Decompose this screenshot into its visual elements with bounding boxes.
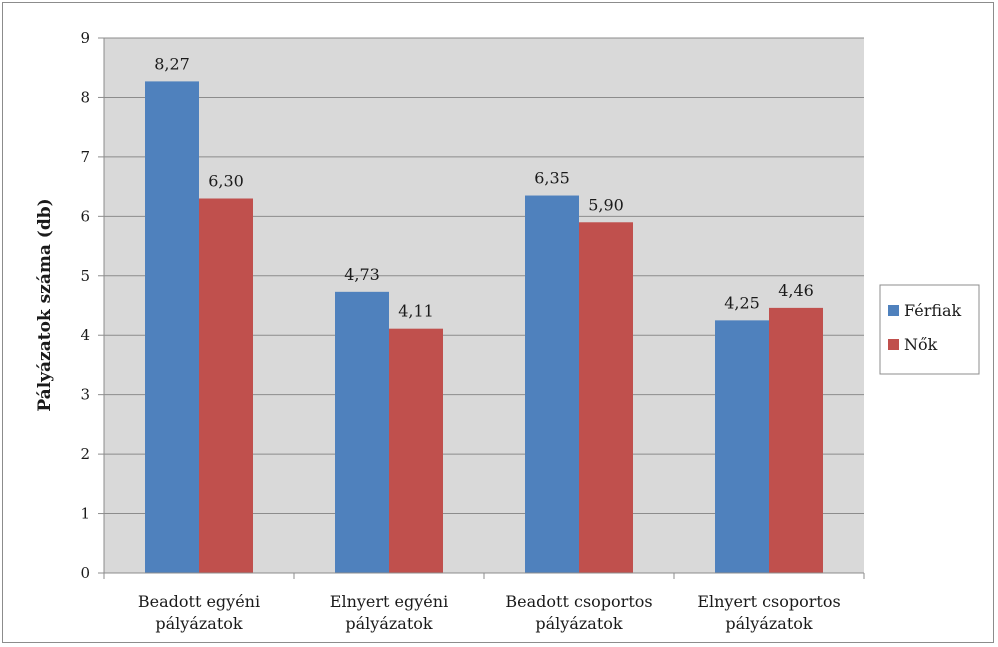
y-tick-label: 7 [80,148,90,166]
data-labels: 8,27 6,30 4,73 4,11 6,35 5,90 4,25 4,46 [154,54,814,320]
data-label: 4,73 [344,265,380,284]
y-tick-label: 2 [80,445,90,463]
y-tick-label: 3 [80,386,90,404]
data-label: 8,27 [154,54,190,73]
legend-label: Férfiak [904,301,962,320]
y-tick-label: 8 [80,88,90,106]
y-tick-label: 9 [80,29,90,47]
data-label: 5,90 [588,195,624,214]
data-label: 6,35 [534,169,570,188]
x-axis: Beadott egyéni pályázatok Elnyert egyéni pá… [103,572,865,633]
y-axis-label: Pályázatok száma (db) [35,198,55,411]
legend-box [879,284,980,375]
y-tick-label: 4 [80,326,90,344]
data-label: 4,25 [724,293,760,312]
bar-ferfiak [715,320,769,573]
bar-nok [769,307,823,573]
y-tick-label: 1 [80,505,90,523]
legend: Férfiak Nők [879,284,980,375]
bar-nok [389,328,443,573]
legend-label: Nők [904,335,938,354]
x-category-label: Beadott csoportos pályázatok [505,592,652,633]
bar-nok [579,222,633,573]
x-category-label: Beadott egyéni pályázatok [138,592,260,633]
data-label: 6,30 [208,172,244,191]
y-tick-label: 0 [80,564,90,582]
bar-ferfiak [145,81,199,574]
bar-ferfiak [525,195,579,573]
y-axis: 0 1 2 3 4 5 6 7 8 9 [80,29,105,582]
legend-swatch [888,305,899,316]
y-tick-label: 6 [80,207,90,225]
y-tick-label: 5 [80,267,90,285]
bars [145,81,823,574]
data-label: 4,11 [398,302,434,321]
x-category-label: Elnyert egyéni pályázatok [330,592,448,633]
x-category-label: Elnyert csoportos pályázatok [697,592,840,633]
data-label: 4,46 [778,281,814,300]
legend-swatch [888,339,899,350]
bar-nok [199,198,253,573]
bar-ferfiak [335,291,389,573]
